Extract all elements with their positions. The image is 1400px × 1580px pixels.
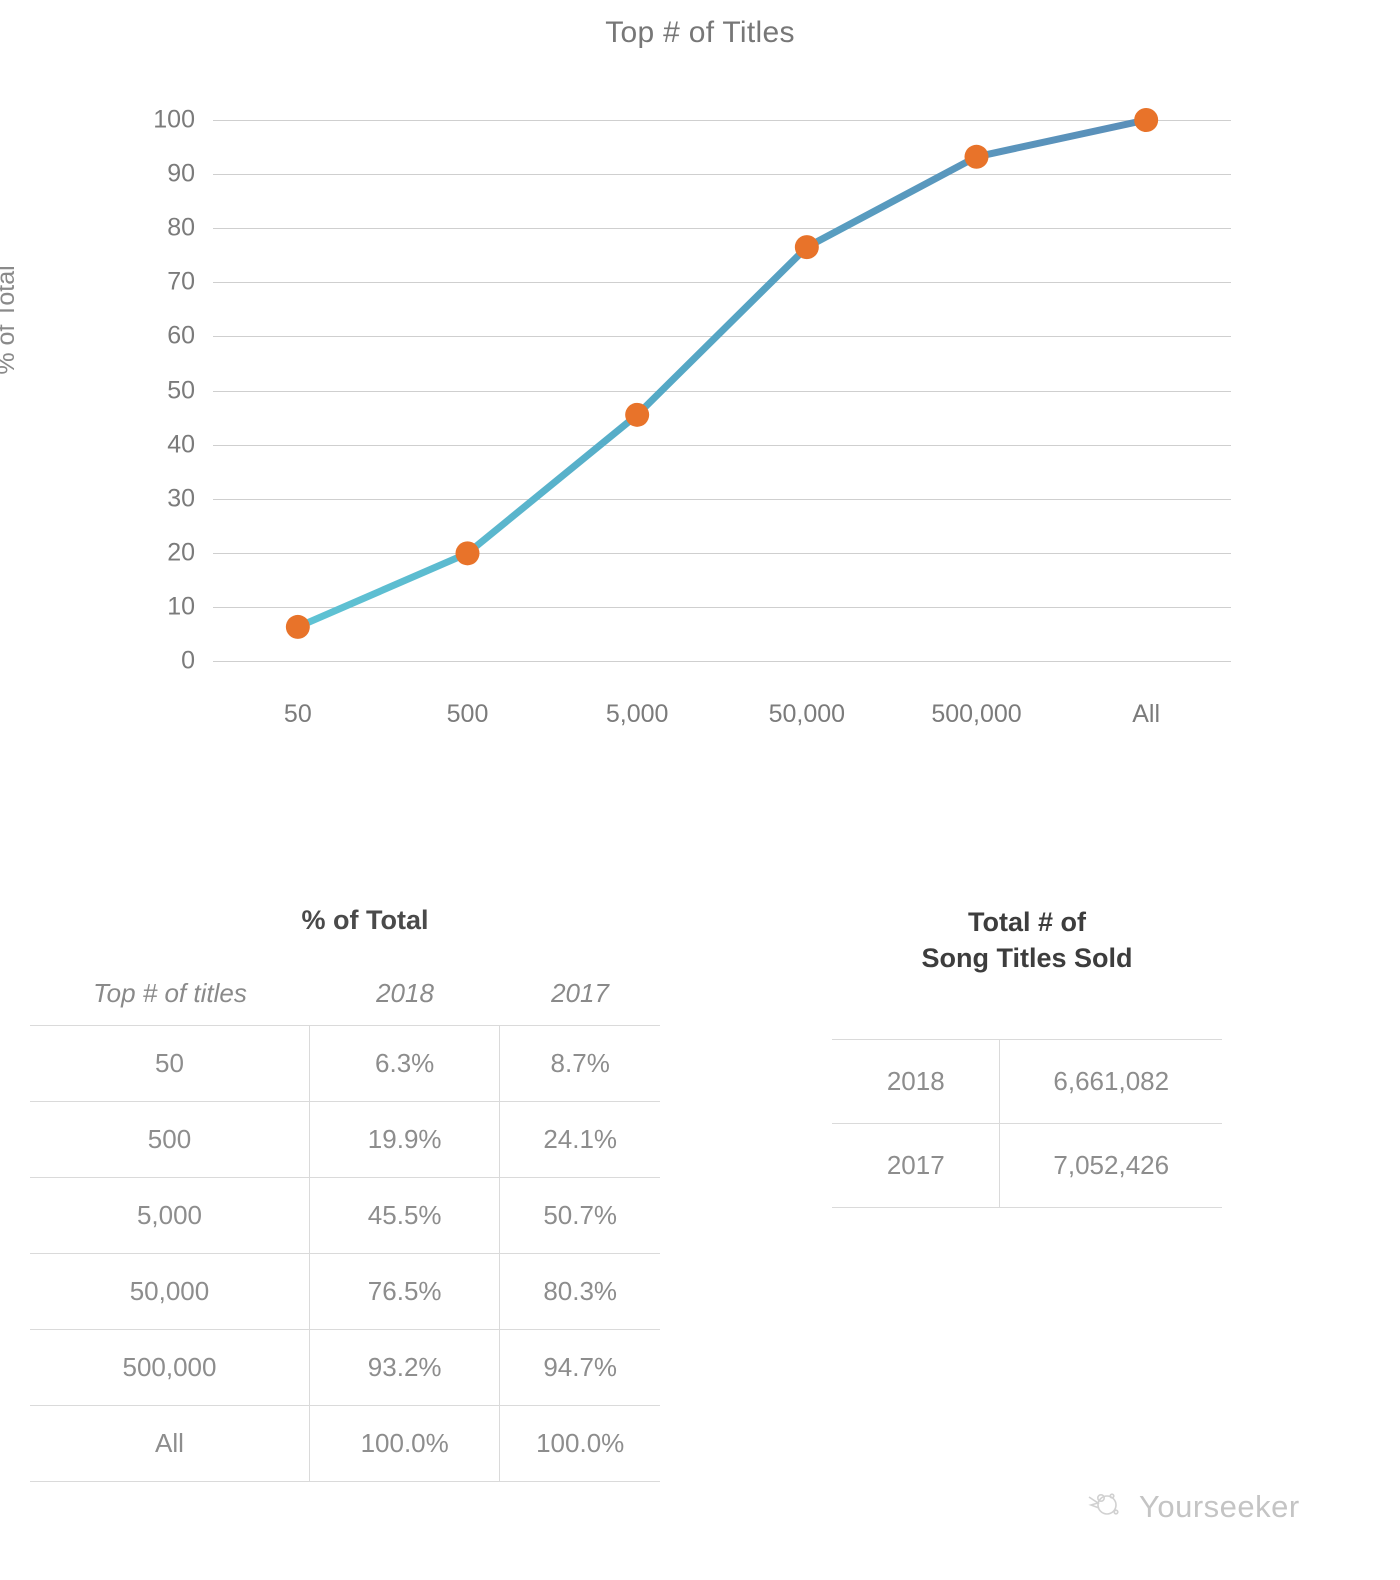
- table-cell: 2017: [832, 1123, 1000, 1209]
- total-titles-sold-title: Total # of Song Titles Sold: [832, 905, 1222, 976]
- chart-title: Top # of Titles: [605, 16, 795, 49]
- y-axis-tick-label: 80: [167, 213, 195, 242]
- table-row: 50 6.3% 8.7%: [30, 1025, 660, 1102]
- y-axis-tick-label: 0: [181, 646, 195, 675]
- table-cell: 6.3%: [308, 1025, 501, 1102]
- table-row: 500,000 93.2% 94.7%: [30, 1329, 660, 1406]
- percent-of-total-table-panel: % of Total Top # of titles 2018 2017 50 6…: [30, 905, 690, 1482]
- table-row: 50,000 76.5% 80.3%: [30, 1253, 660, 1330]
- table-cell: 50,000: [30, 1253, 310, 1330]
- table-cell: 100.0%: [308, 1405, 501, 1482]
- table-cell: 94.7%: [499, 1329, 660, 1406]
- x-axis-tick-label: 50: [283, 700, 312, 728]
- series-markers: [285, 108, 1159, 639]
- y-axis-tick-label: 30: [167, 484, 195, 513]
- table-cell: 2018: [832, 1039, 1000, 1125]
- y-axis-tick-label: 40: [167, 430, 195, 459]
- table-cell: All: [30, 1405, 310, 1482]
- table-cell: 80.3%: [499, 1253, 660, 1330]
- percent-of-total-column-headers: Top # of titles 2018 2017: [30, 978, 690, 1009]
- table-row: 5,000 45.5% 50.7%: [30, 1177, 660, 1254]
- table-cell: 5,000: [30, 1177, 310, 1254]
- gridline: [213, 336, 1231, 338]
- table-cell: 76.5%: [308, 1253, 501, 1330]
- gridline: [213, 606, 1231, 608]
- y-axis-tick-label: 90: [167, 159, 195, 188]
- gridline: [213, 390, 1231, 392]
- y-axis-tick-label: 70: [167, 267, 195, 296]
- gridline: [213, 282, 1231, 284]
- gridline: [213, 174, 1231, 176]
- column-header-2017: 2017: [551, 978, 609, 1008]
- table-cell: 50: [30, 1025, 310, 1102]
- x-axis-tick-label: 50,000: [768, 700, 846, 728]
- percent-of-total-title: % of Total: [301, 905, 429, 935]
- x-axis-tick-label: 500,000: [931, 700, 1022, 728]
- data-point-marker: [455, 541, 480, 566]
- table-row: 500 19.9% 24.1%: [30, 1101, 660, 1178]
- y-axis-tick-label: 60: [167, 321, 195, 350]
- table-cell: 45.5%: [308, 1177, 501, 1254]
- y-axis-title: % of Total: [0, 265, 20, 374]
- y-axis-tick-label: 20: [167, 538, 195, 567]
- watermark-text: Yourseeker: [1139, 1488, 1300, 1524]
- column-header-2018: 2018: [376, 978, 434, 1008]
- table-cell: 8.7%: [499, 1025, 660, 1102]
- chart-panel: Top # of Titles % of Total 1009080706050…: [0, 16, 1231, 740]
- total-titles-sold-table: 2018 6,661,082 2017 7,052,426: [832, 1039, 1222, 1209]
- gridline: [213, 444, 1231, 446]
- percent-of-total-table: 50 6.3% 8.7% 500 19.9% 24.1% 5,000 45.5% 50.7% 50…: [30, 1025, 660, 1482]
- data-point-marker: [794, 235, 819, 260]
- table-cell: 24.1%: [499, 1101, 660, 1178]
- total-titles-sold-title-line2: Song Titles Sold: [921, 942, 1133, 973]
- table-cell: 7,052,426: [999, 1123, 1222, 1209]
- line-series: [285, 108, 1159, 639]
- gridline: [213, 498, 1231, 500]
- x-axis-tick-label: 5,000: [605, 700, 669, 728]
- table-row: 2018 6,661,082: [832, 1039, 1222, 1125]
- gridline: [213, 552, 1231, 554]
- gridline: [213, 661, 1231, 662]
- x-axis-tick-label: 500: [446, 700, 489, 728]
- table-cell: 93.2%: [308, 1329, 501, 1406]
- data-point-marker: [625, 402, 650, 427]
- table-cell: 19.9%: [308, 1101, 501, 1178]
- table-cell: 500: [30, 1101, 310, 1178]
- column-header-top-num-titles: Top # of titles: [93, 978, 247, 1008]
- data-point-marker: [285, 614, 310, 639]
- y-axis-tick-label: 50: [167, 376, 195, 404]
- series-line-2018: [294, 116, 1150, 631]
- table-cell: 50.7%: [499, 1177, 660, 1254]
- data-point-marker: [964, 144, 989, 169]
- data-point-marker: [1134, 108, 1159, 132]
- y-axis-tick-label: 10: [167, 592, 195, 621]
- table-cell: 6,661,082: [999, 1039, 1222, 1125]
- table-cell: 100.0%: [499, 1405, 660, 1482]
- table-row: 2017 7,052,426: [832, 1123, 1222, 1209]
- x-axis-tick-label: All: [1132, 700, 1161, 728]
- plot-area: [213, 120, 1231, 662]
- y-axis-tick-label: 100: [153, 105, 195, 134]
- total-titles-sold-title-line1: Total # of: [968, 907, 1086, 937]
- gridline: [213, 228, 1231, 230]
- gridline: [213, 120, 1231, 121]
- total-titles-sold-panel: Total # of Song Titles Sold 2018 6,661,08…: [832, 905, 1222, 1209]
- x-axis-tick-labels: 50 500 5,000 50,000 500,000 All: [213, 700, 1231, 740]
- watermark: Yourseeker: [1085, 1487, 1300, 1526]
- y-axis-tick-labels: 100 90 80 70 60 50 40 30 20 10 0: [90, 107, 195, 673]
- table-cell: 500,000: [30, 1329, 310, 1406]
- table-row: All 100.0% 100.0%: [30, 1405, 660, 1482]
- yourseeker-logo-icon: [1085, 1487, 1125, 1526]
